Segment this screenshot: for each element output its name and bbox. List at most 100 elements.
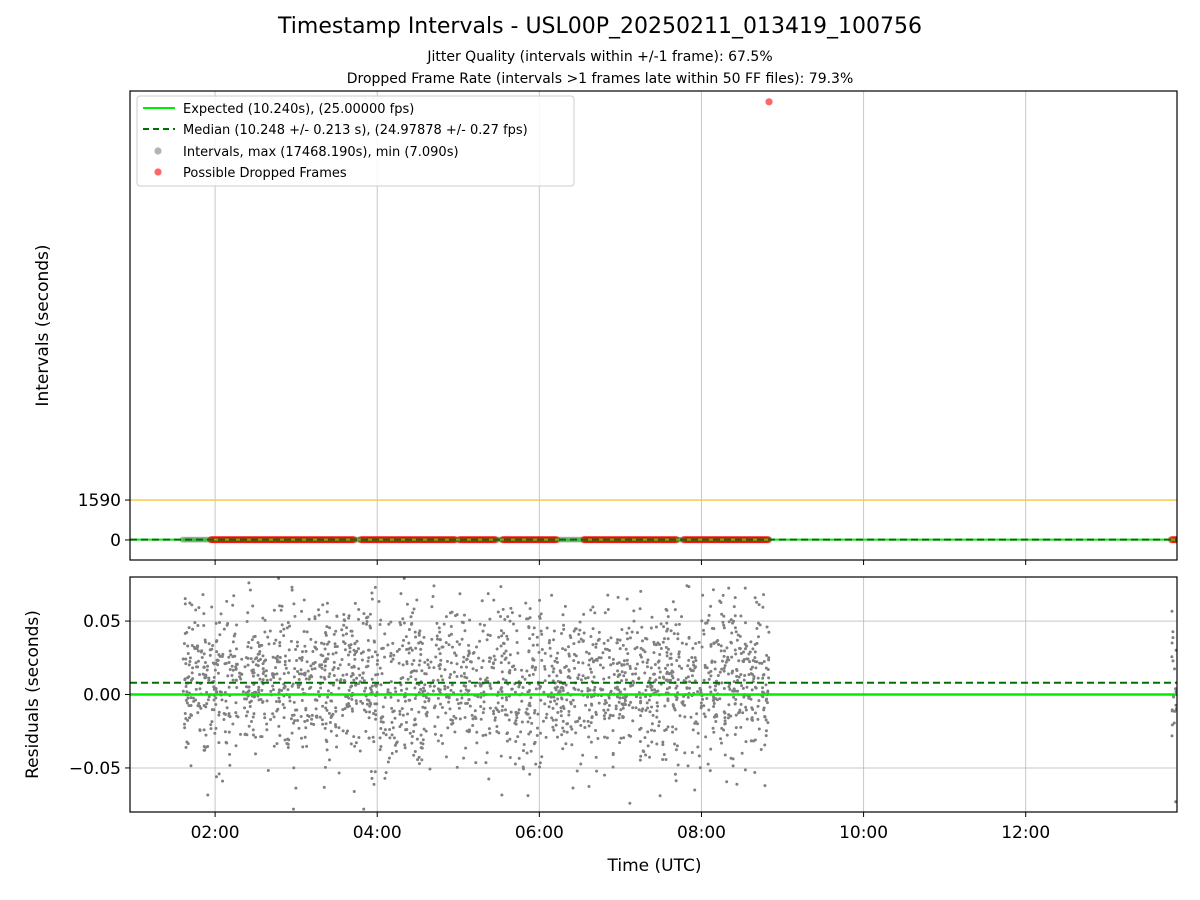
residual-point [211,644,215,648]
residual-point [401,617,405,621]
residual-point [767,676,771,680]
residual-point [677,655,681,659]
residual-point [378,748,382,752]
residual-point [505,732,509,736]
residual-point [720,659,724,663]
residual-point [411,611,415,615]
residual-point [365,698,369,702]
residual-point [397,661,401,665]
residual-point [561,747,565,751]
residual-point [535,726,539,730]
residual-point [712,705,716,709]
residual-point [399,592,403,596]
residual-point [604,711,608,715]
residual-point [562,627,566,631]
residual-point [217,772,221,776]
residual-point [253,634,257,638]
residual-point [251,715,255,719]
residual-point [702,704,706,708]
residual-point [682,695,686,699]
residual-point [356,647,360,651]
residual-point [547,674,551,678]
residual-point [560,632,564,636]
residual-point [641,707,645,711]
residual-point [224,740,228,744]
residual-point [181,657,185,661]
residual-point [629,734,633,738]
residual-point [726,655,730,659]
residual-point [482,690,486,694]
residual-point [736,633,740,637]
residual-point [493,718,497,722]
residual-point [751,659,755,663]
residual-point [761,605,765,609]
residual-point [417,663,421,667]
residual-point [494,706,498,710]
residual-point [513,762,517,766]
residual-point [517,756,521,760]
residual-point [212,662,216,666]
residual-point [587,735,591,739]
residual-point [683,751,687,755]
residual-point [185,740,189,744]
residual-point [496,690,500,694]
residual-point [653,663,657,667]
residual-point [414,635,418,639]
residual-point [677,650,681,654]
residual-point [714,713,718,717]
residual-point [584,676,588,680]
residual-point [506,615,510,619]
residual-point [727,703,731,707]
residual-point [477,656,481,660]
residual-point [580,689,584,693]
residual-point [220,698,224,702]
residual-point [749,697,753,701]
residual-point [332,660,336,664]
residual-point [421,690,425,694]
residual-point [340,628,344,632]
residual-point [581,674,585,678]
residual-point [734,713,738,717]
residual-point [753,643,757,647]
residual-point [433,724,437,728]
residual-point [187,626,191,630]
residual-point [676,637,680,641]
residual-point [444,711,448,715]
residual-point [1173,667,1177,671]
residual-point [234,701,238,705]
residual-point [239,732,243,736]
residual-point [519,730,523,734]
residual-point [430,605,434,609]
residual-point [243,697,247,701]
residual-point [731,764,735,768]
residual-point [594,658,598,662]
residual-point [307,677,311,681]
residual-point [197,606,201,610]
residual-point [313,617,317,621]
residual-point [551,706,555,710]
residual-point [474,761,478,765]
residual-point [443,687,447,691]
residual-point [618,712,622,716]
residual-point [561,719,565,723]
residual-point [747,652,751,656]
residual-point [264,658,268,662]
residual-point [467,650,471,654]
residual-point [413,686,417,690]
residual-point [503,618,507,622]
residual-point [378,623,382,627]
residual-point [257,690,261,694]
residual-point [751,708,755,712]
residual-point [185,701,189,705]
residual-point [567,709,571,713]
residual-point [446,726,450,730]
residual-point [431,689,435,693]
residual-point [321,704,325,708]
residual-point [400,707,404,711]
residual-point [713,667,717,671]
residual-point [623,699,627,703]
residual-point [1170,723,1174,727]
residual-point [277,577,281,580]
residual-point [300,699,304,703]
residual-point [412,723,416,727]
